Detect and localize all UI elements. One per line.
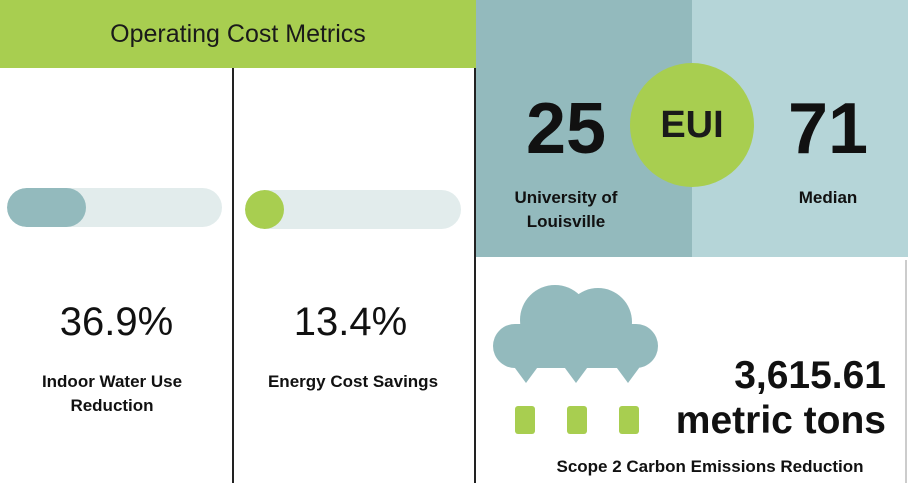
eui-university-panel: 25 University of Louisville: [476, 0, 692, 257]
page-title: Operating Cost Metrics: [0, 0, 476, 68]
water-label-line2: Reduction: [70, 396, 154, 415]
divider: [905, 260, 907, 483]
water-label: Indoor Water Use Reduction: [0, 370, 224, 418]
carbon-unit: metric tons: [675, 399, 886, 442]
carbon-value: 3,615.61: [734, 354, 886, 397]
eui-university-label: University of Louisville: [476, 186, 656, 234]
cloud-rain-icon: [493, 285, 658, 434]
water-label-line1: Indoor Water Use: [41, 372, 183, 391]
water-progress-fill: [7, 188, 87, 227]
eui-university-value: 25: [525, 89, 607, 169]
water-progress-bar: [7, 188, 222, 227]
divider: [476, 257, 908, 260]
eui-median-label: Median: [798, 188, 858, 207]
divider: [232, 68, 234, 483]
energy-progress-bar: [245, 190, 461, 229]
carbon-label: Scope 2 Carbon Emissions Reduction: [556, 457, 864, 476]
eui-median-value: 71: [787, 89, 869, 169]
eui-badge: EUI: [630, 63, 754, 187]
divider: [474, 68, 476, 483]
water-value: 36.9%: [59, 300, 174, 344]
energy-label: Energy Cost Savings: [267, 372, 439, 391]
eui-label-line1: University of: [514, 188, 618, 207]
eui-label-line2: Louisville: [526, 212, 606, 231]
energy-value: 13.4%: [293, 300, 408, 344]
energy-progress-fill: [245, 190, 284, 229]
